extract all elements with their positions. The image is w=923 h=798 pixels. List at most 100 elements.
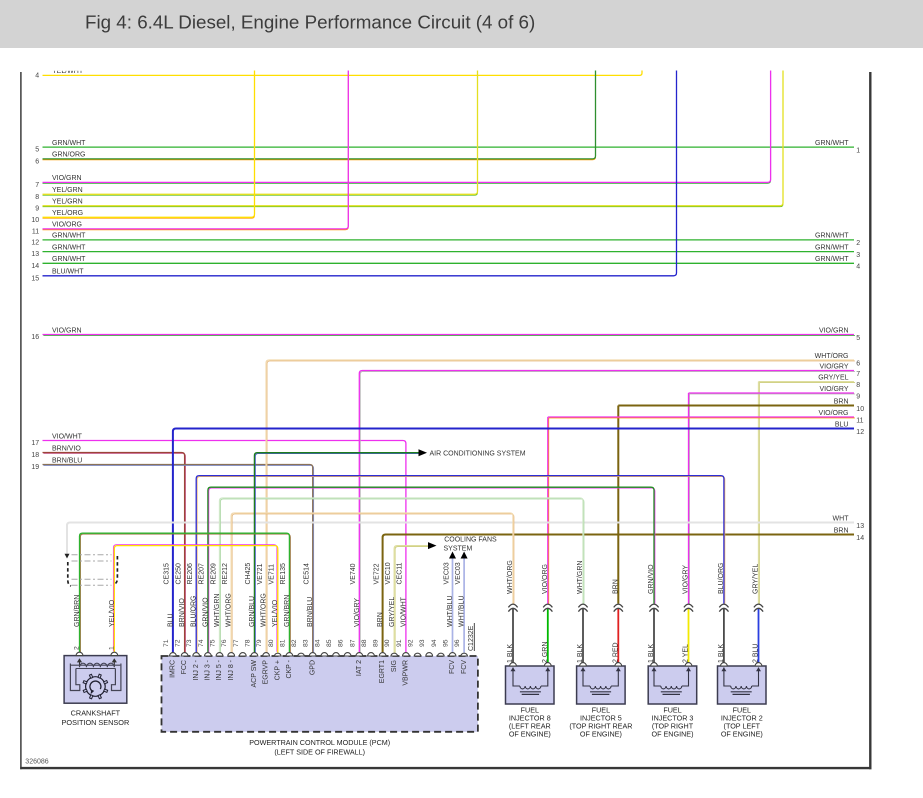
svg-text:WHT/BLU: WHT/BLU [459,596,466,628]
svg-text:93: 93 [419,639,426,647]
svg-text:GRN/WHT: GRN/WHT [52,233,86,240]
svg-text:77: 77 [233,639,240,647]
svg-text:74: 74 [198,639,205,647]
svg-text:WHT/ORG: WHT/ORG [226,593,233,627]
svg-text:VEC03: VEC03 [443,562,450,584]
svg-text:RE206: RE206 [187,563,194,585]
svg-text:VIO/ORG: VIO/ORG [52,222,82,229]
svg-text:FCC: FCC [181,660,188,674]
svg-text:GRN/VIO: GRN/VIO [648,564,655,594]
svg-text:13: 13 [31,251,39,258]
svg-text:AIR CONDITIONING SYSTEM: AIR CONDITIONING SYSTEM [430,450,526,457]
svg-text:94: 94 [431,639,438,647]
svg-text:(LEFT SIDE OF FIREWALL): (LEFT SIDE OF FIREWALL) [274,747,365,756]
svg-text:78: 78 [244,639,251,647]
svg-text:80: 80 [268,639,275,647]
svg-text:YEL/WHT: YEL/WHT [52,68,84,75]
svg-text:1 BLK: 1 BLK [648,644,655,663]
svg-text:(TOP LEFT: (TOP LEFT [724,722,761,731]
svg-text:8: 8 [856,382,860,389]
svg-text:CH425: CH425 [245,563,252,585]
svg-text:OF ENGINE): OF ENGINE) [652,730,694,739]
svg-text:CE315: CE315 [164,563,171,585]
svg-text:BRN: BRN [377,612,384,627]
svg-text:7: 7 [856,371,860,378]
svg-text:84: 84 [314,639,321,647]
svg-text:OF ENGINE): OF ENGINE) [721,730,763,739]
svg-text:2 BLU: 2 BLU [753,644,760,663]
svg-text:8: 8 [35,194,39,201]
svg-text:INJECTOR 5: INJECTOR 5 [580,713,622,722]
svg-text:2: 2 [856,240,860,247]
svg-text:GRN/WHT: GRN/WHT [52,140,86,147]
svg-text:FUEL: FUEL [663,705,681,714]
svg-text:POWERTRAIN CONTROL MODULE (PCM: POWERTRAIN CONTROL MODULE (PCM) [249,738,390,747]
svg-text:4: 4 [35,73,39,80]
svg-text:VBPWR: VBPWR [403,660,410,686]
svg-text:GRN/WHT: GRN/WHT [52,256,86,263]
svg-text:5: 5 [856,335,860,342]
svg-text:1: 1 [856,147,860,154]
svg-text:1 BLK: 1 BLK [577,644,584,663]
svg-text:VIO/GRN: VIO/GRN [819,327,849,334]
svg-text:86: 86 [338,639,345,647]
svg-text:10: 10 [856,406,864,413]
svg-text:RE207: RE207 [199,563,206,585]
svg-text:VIO/GRY: VIO/GRY [683,565,690,594]
svg-text:18: 18 [31,452,39,459]
svg-text:FCV: FCV [449,660,456,674]
svg-text:71: 71 [163,639,170,647]
svg-text:(TOP RIGHT: (TOP RIGHT [652,722,694,731]
svg-text:GRN/WHT: GRN/WHT [815,256,849,263]
svg-text:BLU: BLU [167,613,174,627]
svg-text:83: 83 [303,639,310,647]
svg-text:VEC03: VEC03 [455,562,462,584]
svg-text:WHT/BLU: WHT/BLU [447,596,454,628]
svg-text:2 YEL: 2 YEL [683,644,690,663]
svg-text:INJECTOR 8: INJECTOR 8 [509,713,551,722]
svg-text:VE722: VE722 [373,563,380,584]
svg-text:85: 85 [326,639,333,647]
svg-text:GRN/WHT: GRN/WHT [815,244,849,251]
svg-text:VIO/GRY: VIO/GRY [819,386,848,393]
svg-text:90: 90 [384,639,391,647]
svg-text:13: 13 [856,523,864,530]
svg-text:GPD: GPD [309,660,316,675]
svg-text:72: 72 [175,639,182,647]
svg-text:VE711: VE711 [269,564,276,585]
svg-text:RE209: RE209 [210,563,217,585]
svg-text:19: 19 [31,464,39,471]
svg-text:4: 4 [856,264,860,271]
svg-text:VIO/WHT: VIO/WHT [52,433,83,440]
svg-text:VEC10: VEC10 [385,562,392,584]
svg-text:WHT/GRN: WHT/GRN [577,561,584,594]
svg-text:WHT: WHT [833,515,850,522]
svg-text:GRN/WHT: GRN/WHT [815,233,849,240]
svg-text:CE514: CE514 [304,563,311,585]
svg-text:INJECTOR 3: INJECTOR 3 [652,713,694,722]
svg-text:1 BLK: 1 BLK [718,644,725,663]
svg-text:92: 92 [408,639,415,647]
svg-text:81: 81 [279,639,286,647]
svg-text:C1232E: C1232E [468,625,475,651]
svg-text:3: 3 [856,252,860,259]
svg-text:7: 7 [35,182,39,189]
svg-text:BRN: BRN [612,579,619,594]
svg-text:326086: 326086 [25,759,48,766]
svg-text:14: 14 [856,535,864,542]
svg-text:2 GRN: 2 GRN [542,642,549,663]
svg-text:VE721: VE721 [257,563,264,584]
svg-text:79: 79 [256,639,263,647]
svg-text:INJ 8 -: INJ 8 - [228,659,235,680]
svg-text:YEL/GRN: YEL/GRN [52,199,83,206]
svg-text:INJ 3 -: INJ 3 - [205,659,212,680]
svg-text:YEL/GRN: YEL/GRN [52,187,83,194]
svg-text:BRN/VIO: BRN/VIO [179,598,186,627]
svg-text:1: 1 [108,646,115,650]
svg-text:OF ENGINE): OF ENGINE) [580,730,622,739]
svg-text:6: 6 [35,158,39,165]
svg-text:FCV: FCV [461,660,468,674]
svg-text:GRN/WHT: GRN/WHT [52,244,86,251]
svg-text:Fig 4: 6.4L Diesel, Engine Per: Fig 4: 6.4L Diesel, Engine Performance C… [85,12,535,33]
svg-text:VIO/GRY: VIO/GRY [819,363,848,370]
